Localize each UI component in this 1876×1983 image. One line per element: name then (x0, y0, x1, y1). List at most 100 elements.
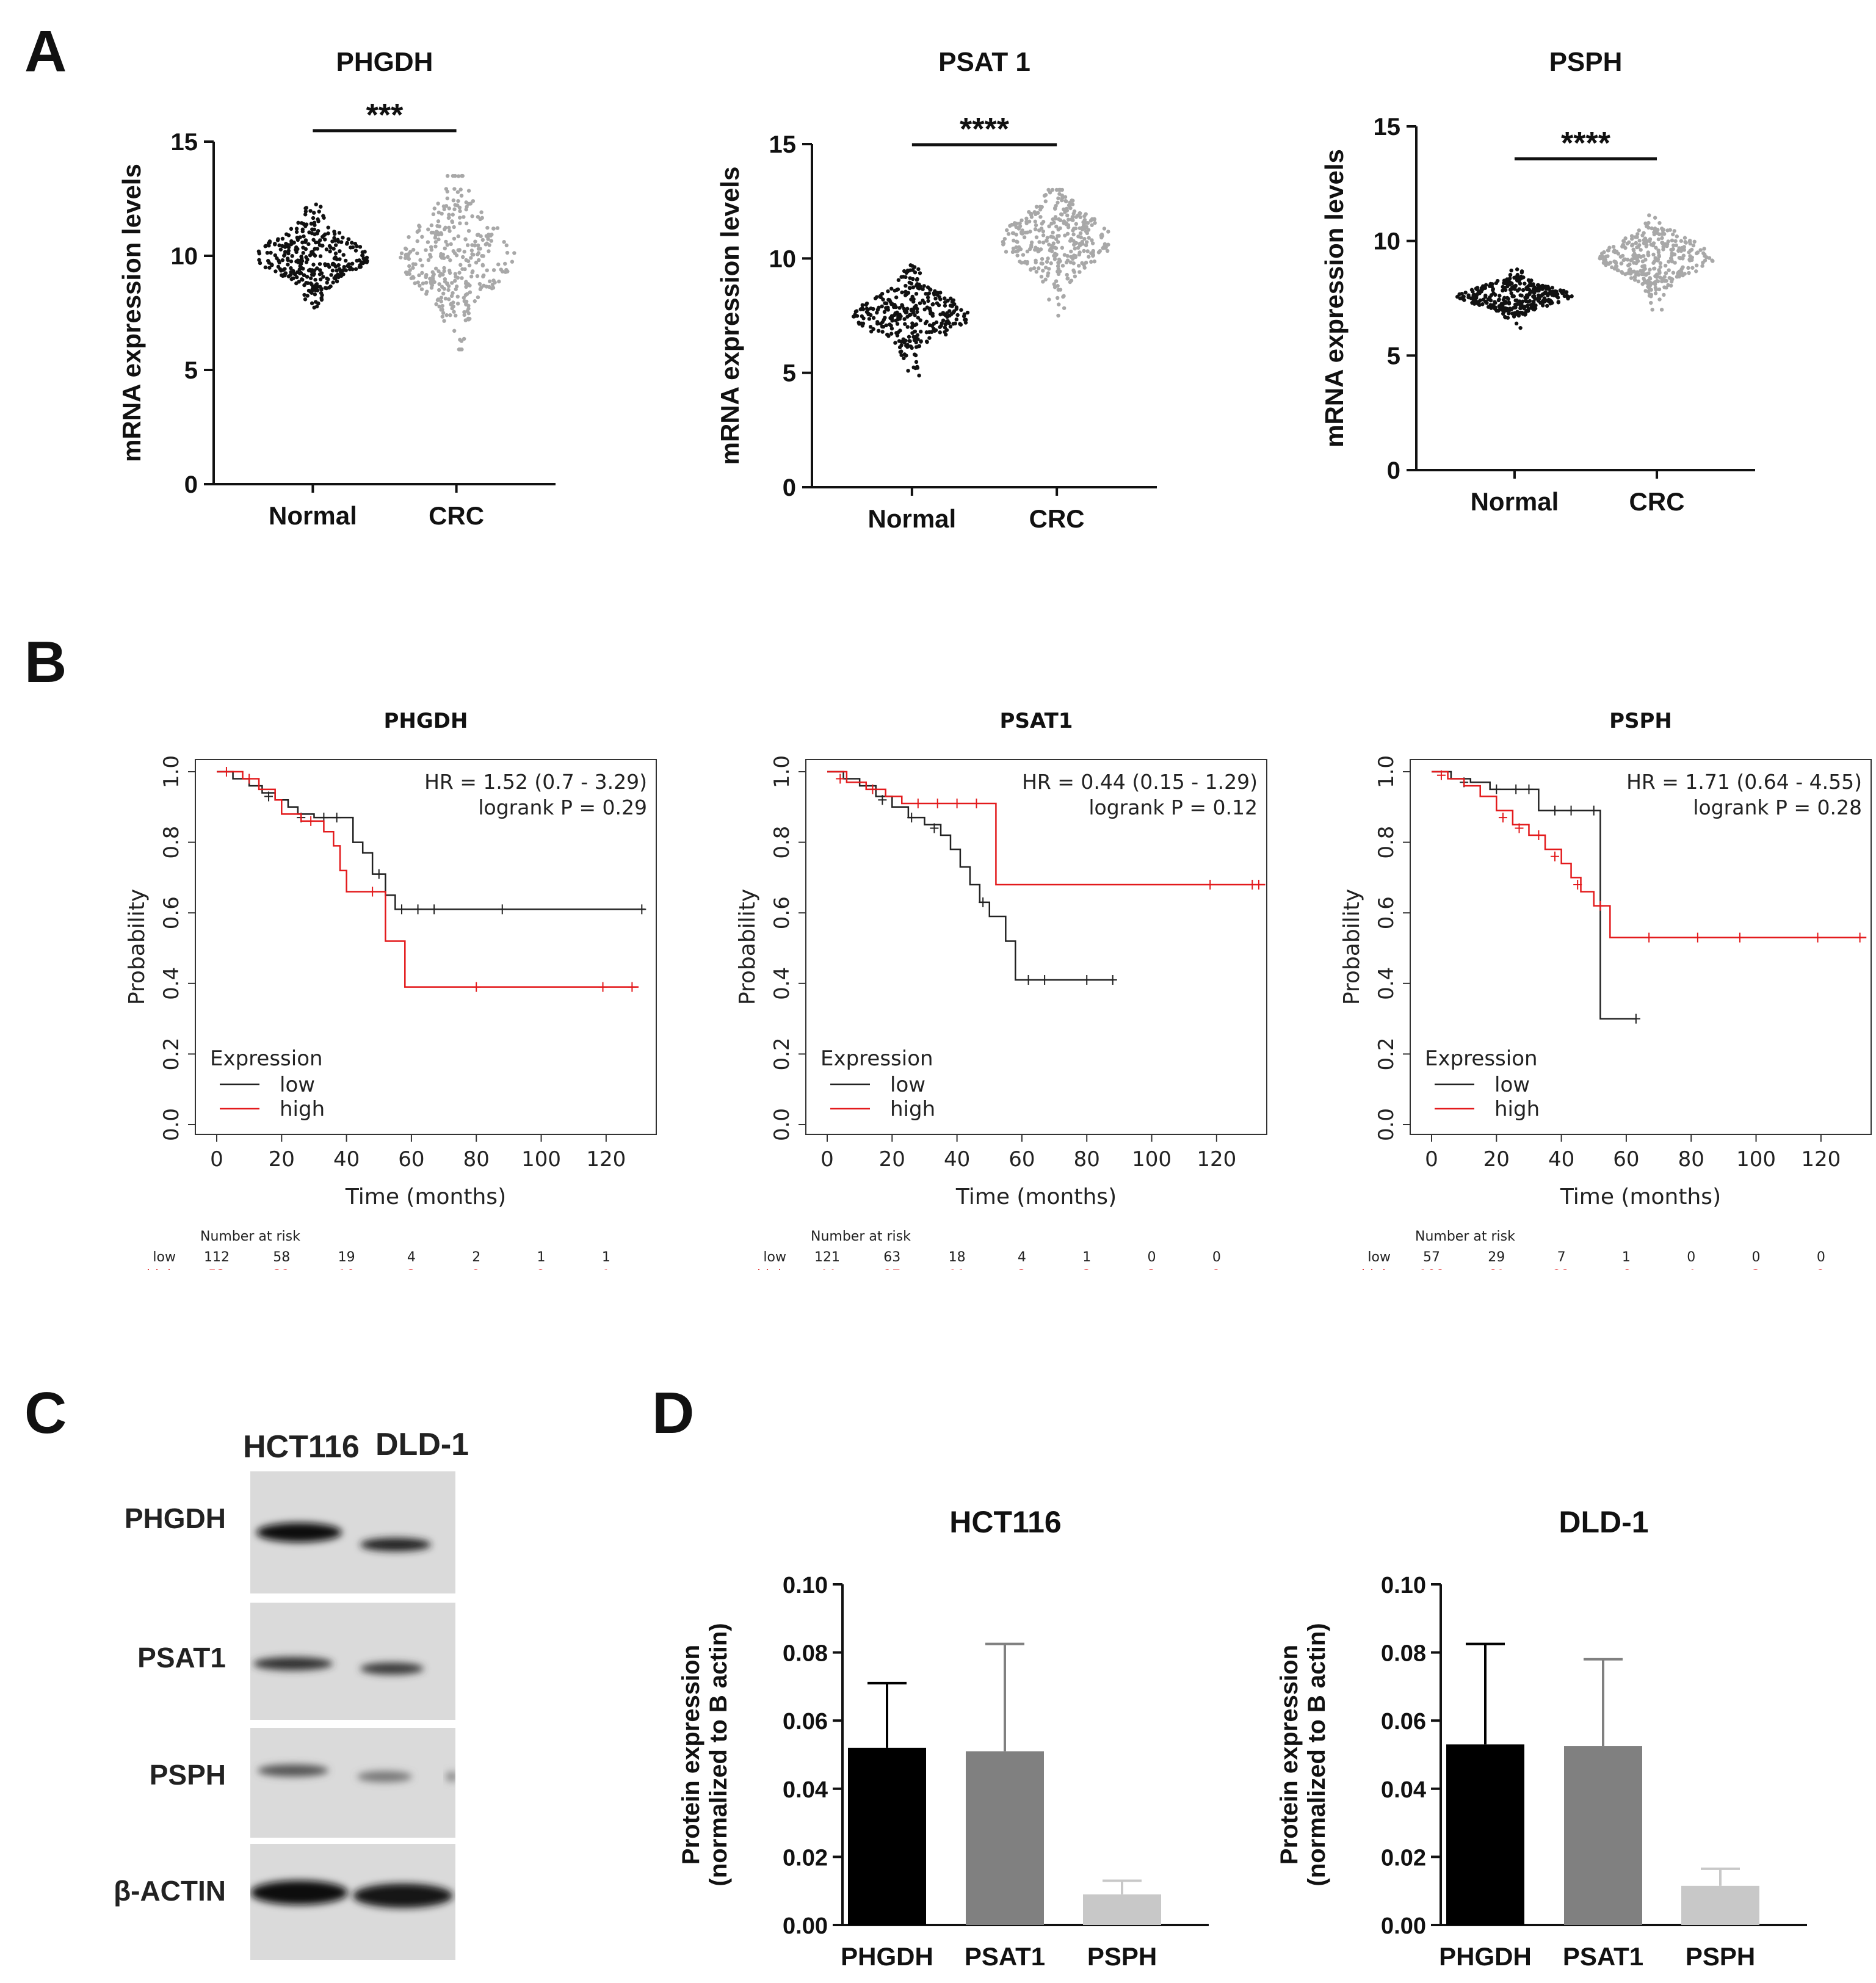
data-point (1497, 304, 1502, 308)
data-point (1474, 286, 1479, 291)
y-tick-label: 0.0 (770, 1108, 794, 1141)
data-point (1664, 271, 1668, 275)
data-point (455, 302, 460, 306)
data-point (462, 310, 466, 314)
data-point (317, 262, 322, 266)
data-point (937, 295, 941, 299)
data-point (407, 264, 411, 269)
y-tick-label: 0 (783, 474, 796, 501)
data-point (267, 266, 272, 270)
wb-row-label-bactin: β-ACTIN (114, 1875, 226, 1907)
data-point (323, 232, 327, 237)
data-point (433, 244, 438, 248)
data-point (1041, 269, 1045, 273)
data-point (1675, 234, 1679, 239)
censor-mark-low (498, 904, 507, 915)
data-point (1518, 325, 1523, 330)
data-point (1634, 261, 1639, 266)
data-point (512, 251, 516, 255)
data-point (1065, 213, 1070, 218)
data-point (296, 220, 300, 225)
data-point (1531, 299, 1536, 304)
y-axis-label-secondary: (normalized to B actin) (705, 1623, 732, 1886)
data-point (948, 324, 953, 329)
data-point (1041, 229, 1046, 234)
data-point (1494, 308, 1499, 313)
data-point (481, 254, 485, 258)
data-point (943, 300, 947, 305)
data-point (903, 322, 907, 326)
data-point (1682, 236, 1687, 240)
risk-value-high: 11 (949, 1268, 966, 1270)
risk-value-high: 44 (819, 1268, 836, 1270)
risk-row-label-high: high (147, 1268, 176, 1270)
data-point (458, 221, 462, 225)
data-point (1515, 272, 1520, 277)
data-point (416, 280, 420, 285)
data-point (1688, 241, 1692, 246)
censor-mark-low (1082, 975, 1092, 985)
risk-value-low: 0 (1687, 1250, 1695, 1265)
data-point (876, 328, 881, 333)
data-point (273, 253, 278, 258)
data-point (294, 250, 299, 255)
data-point (943, 325, 947, 330)
data-point (446, 216, 451, 220)
data-point (289, 240, 294, 245)
significance-stars: **** (960, 112, 1010, 147)
data-point (300, 259, 305, 263)
data-point (911, 277, 915, 281)
y-tick-label: 0.8 (159, 826, 184, 859)
data-point (880, 304, 884, 309)
data-point (445, 189, 450, 194)
data-point (336, 275, 341, 280)
data-point (277, 243, 281, 248)
data-point (1637, 239, 1642, 243)
data-point (1670, 277, 1675, 281)
bar-phgdh (1446, 1744, 1524, 1925)
data-point (285, 242, 289, 247)
data-point (880, 324, 885, 329)
data-point (1686, 266, 1690, 270)
data-point (1654, 245, 1658, 250)
data-point (1459, 296, 1463, 300)
data-point (283, 267, 287, 271)
data-point (1060, 196, 1065, 200)
data-point (1626, 263, 1631, 267)
data-point (325, 280, 329, 285)
data-point (1056, 313, 1060, 318)
data-point (479, 210, 483, 214)
data-point (430, 276, 435, 281)
data-point (289, 227, 294, 231)
censor-mark-low (1492, 784, 1501, 794)
data-point (1043, 266, 1048, 270)
data-point (358, 245, 363, 249)
data-point (1687, 250, 1691, 255)
bar-psat1 (1564, 1746, 1642, 1925)
data-point (1068, 260, 1073, 264)
data-point (464, 302, 468, 306)
data-point (1660, 232, 1664, 236)
data-point (1634, 241, 1638, 245)
data-point (1020, 231, 1024, 236)
censor-mark-high (1735, 932, 1744, 943)
data-point (1628, 267, 1632, 272)
data-point (318, 285, 322, 289)
data-point (1654, 272, 1659, 277)
data-point (1054, 279, 1059, 283)
y-axis-label: Probability (735, 889, 760, 1005)
data-point (443, 246, 447, 251)
y-tick-label: 0.2 (770, 1037, 794, 1070)
data-point (466, 189, 471, 193)
data-point (302, 273, 306, 277)
data-point (904, 353, 908, 358)
data-point (1656, 257, 1661, 262)
data-point (1056, 196, 1060, 201)
data-point (922, 284, 926, 288)
censor-mark-high (222, 767, 231, 777)
data-point (415, 239, 419, 244)
data-point (309, 222, 314, 226)
data-point (1698, 248, 1703, 252)
data-point (880, 291, 885, 296)
data-point (943, 330, 947, 335)
